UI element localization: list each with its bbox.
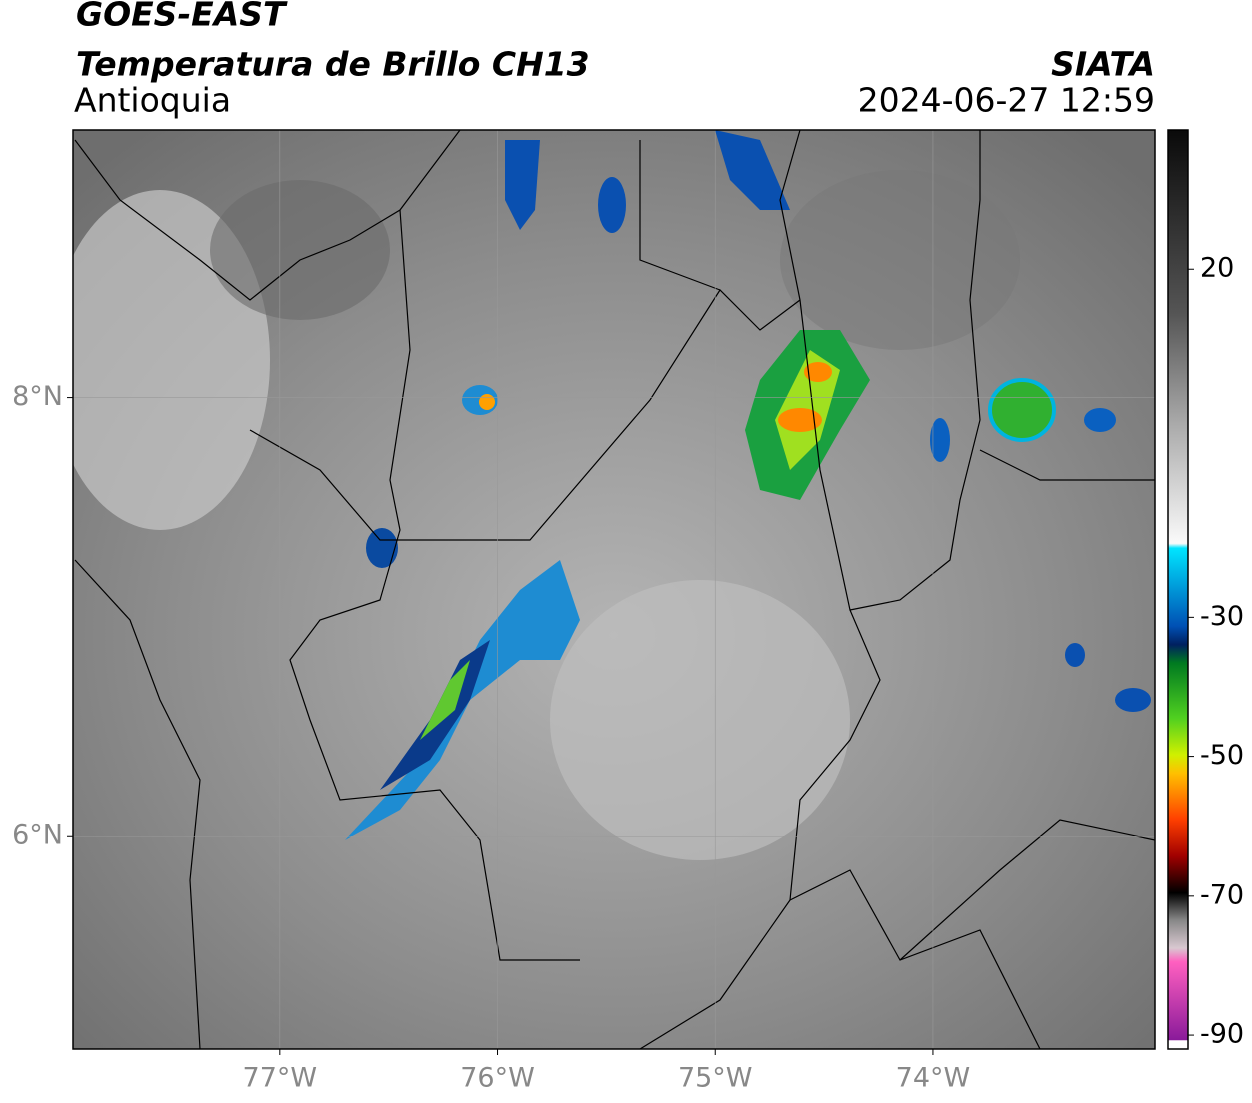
y-tick-label: 8°N [12,381,63,412]
source: SIATA [1051,45,1155,84]
colorbar-tick-label: -30 [1200,601,1244,632]
x-tick-label: 76°W [460,1063,535,1094]
grid [73,130,1155,1049]
map-frame [72,129,1156,1050]
region: Antioquia [74,81,231,120]
colorbar-tick-label: 20 [1200,253,1234,284]
colorbar [1167,129,1189,1050]
x-tick-label: 74°W [896,1063,971,1094]
y-tick-label: 6°N [12,820,63,851]
colorbar-tick-label: -50 [1200,740,1244,771]
colorbar-tick-label: -70 [1200,879,1244,910]
title: GOES-EAST [76,0,288,34]
imagery [73,130,1155,1049]
x-tick-label: 75°W [678,1063,753,1094]
colorbar-tick-label: -90 [1200,1019,1244,1050]
x-tick-label: 77°W [243,1063,318,1094]
datetime: 2024-06-27 12:59 [858,81,1155,120]
subtitle: Temperatura de Brillo CH13 [76,45,590,84]
